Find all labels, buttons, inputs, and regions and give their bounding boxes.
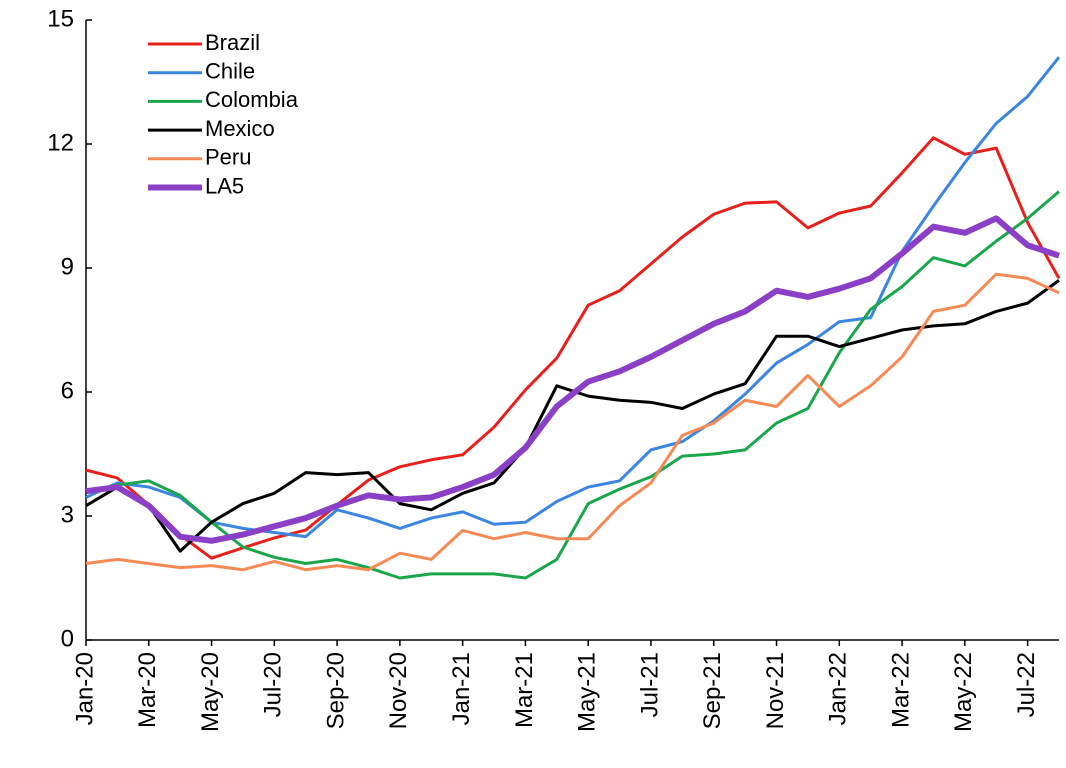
x-tick-label: Jan-21 — [448, 652, 475, 725]
x-tick-label: Mar-21 — [511, 652, 538, 728]
x-tick-label: Nov-20 — [385, 652, 412, 729]
y-tick-label: 12 — [47, 129, 74, 156]
legend-label: Chile — [205, 59, 255, 84]
series-line — [85, 56, 1061, 539]
y-tick-label: 0 — [61, 625, 74, 652]
x-tick-label: Jan-22 — [825, 652, 852, 725]
series-line — [85, 279, 1060, 553]
legend-label: Mexico — [205, 116, 275, 141]
x-tick-label: Sep-20 — [322, 652, 349, 729]
x-tick-label: May-20 — [197, 652, 224, 732]
x-tick-label: Jul-22 — [1013, 652, 1040, 717]
x-tick-label: May-21 — [574, 652, 601, 732]
series-line — [85, 136, 1061, 560]
legend-label: Brazil — [205, 30, 260, 55]
series-line — [85, 272, 1060, 572]
x-tick-label: Mar-22 — [887, 652, 914, 728]
x-tick-label: Jul-21 — [636, 652, 663, 717]
x-tick-label: Nov-21 — [762, 652, 789, 729]
x-tick-label: Mar-20 — [134, 652, 161, 728]
legend-label: Colombia — [205, 87, 299, 112]
x-tick-label: Jan-20 — [71, 652, 98, 725]
y-tick-label: 15 — [47, 5, 74, 32]
y-tick-label: 6 — [61, 377, 74, 404]
y-tick-label: 3 — [61, 501, 74, 528]
series-line — [85, 215, 1060, 544]
series-line — [85, 190, 1060, 580]
y-tick-label: 9 — [61, 253, 74, 280]
x-tick-label: May-22 — [950, 652, 977, 732]
legend-label: LA5 — [205, 173, 244, 198]
x-tick-label: Jul-20 — [260, 652, 287, 717]
x-tick-label: Sep-21 — [699, 652, 726, 729]
legend-label: Peru — [205, 145, 251, 170]
